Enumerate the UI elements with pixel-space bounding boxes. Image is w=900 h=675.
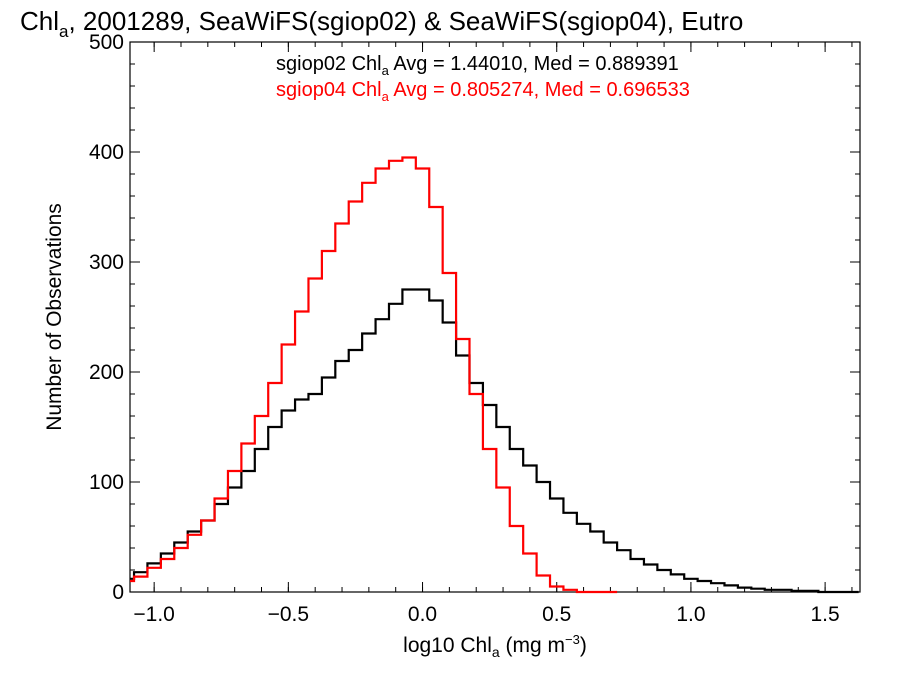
x-axis-label-post: (mg m [500,634,565,657]
legend-entry-sgiop02-post: Avg = 1.44010, Med = 0.889391 [389,53,679,75]
legend-entry-sgiop02: sgiop02 Chla Avg = 1.44010, Med = 0.8893… [276,53,679,78]
series-line-sgiop02 [130,288,859,594]
x-tick-label: −0.5 [268,603,309,626]
series-line-sgiop04 [130,156,618,594]
x-tick-label: 0.5 [542,603,571,626]
legend-entry-sgiop04: sgiop04 Chla Avg = 0.805274, Med = 0.696… [276,79,690,104]
legend-entry-sgiop04-sub: a [382,89,390,104]
plot-area: −1.0 −0.5 0.0 0.5 1.0 1.5 0 100 200 300 400 500 [89,31,861,626]
legend: sgiop02 Chla Avg = 1.44010, Med = 0.8893… [276,53,690,104]
y-tick-label: 400 [89,141,124,164]
x-axis-label-end: ) [580,634,587,657]
legend-entry-sgiop02-pre: sgiop02 Chl [276,53,382,75]
y-tick-label: 500 [89,31,124,54]
x-tick-label: 0.0 [408,603,437,626]
y-axis-label: Number of Observations [43,203,66,431]
legend-entry-sgiop04-pre: sgiop04 Chl [276,79,382,101]
chart-title-pre: Chl [20,6,59,36]
legend-entry-sgiop02-sub: a [382,63,390,78]
legend-entry-sgiop04-post: Avg = 0.805274, Med = 0.696533 [389,79,690,101]
chart-title-sub: a [59,22,69,41]
x-tick-label: −1.0 [133,603,174,626]
x-tick-label: 1.5 [811,603,840,626]
y-tick-label: 100 [89,471,124,494]
x-axis-label: log10 Chla (mg m−3) [403,632,587,660]
x-axis-label-sub: a [492,644,500,660]
x-axis-label-pre: log10 Chl [403,634,492,657]
y-tick-label: 200 [89,361,124,384]
chart-title-post: , 2001289, SeaWiFS(sgiop02) & SeaWiFS(sg… [68,6,743,36]
chart-title: Chla, 2001289, SeaWiFS(sgiop02) & SeaWiF… [20,6,743,41]
y-tick-label: 0 [112,581,124,604]
x-tick-label: 1.0 [676,603,705,626]
y-tick-label: 300 [89,251,124,274]
axes-frame [129,41,861,593]
x-axis-label-sup: −3 [565,632,580,647]
